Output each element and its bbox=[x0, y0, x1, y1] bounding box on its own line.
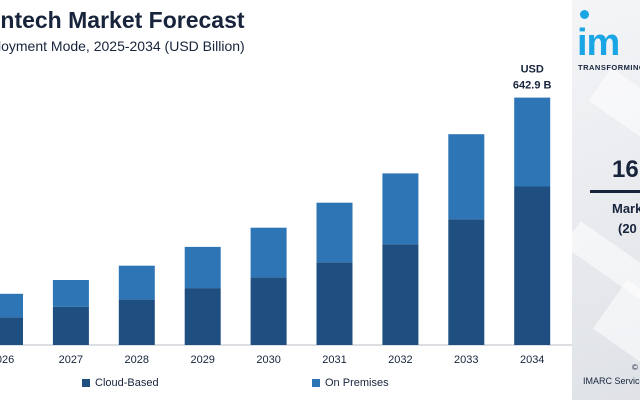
bar-segment-cloud-based-2033 bbox=[448, 219, 485, 345]
bar-segment-cloud-based-2031 bbox=[316, 262, 353, 345]
bar-segment-on-premises-2034 bbox=[514, 97, 551, 187]
legend-item-cloud-based: Cloud-Based bbox=[82, 376, 159, 390]
logo-dot-icon bbox=[580, 10, 589, 19]
brand-logo[interactable]: im TRANSFORMING bbox=[572, 0, 640, 80]
x-tick-label: 2033 bbox=[454, 354, 478, 366]
chart-title: intech Market Forecast bbox=[0, 7, 245, 33]
bar-segment-on-premises-026 bbox=[0, 293, 23, 318]
source-text: IMARC Service bbox=[583, 376, 640, 386]
background-facet bbox=[588, 67, 640, 153]
chart-panel: intech Market Forecast loyment Mode, 202… bbox=[0, 7, 572, 390]
x-tick-label: 2029 bbox=[190, 354, 214, 366]
bar-segment-cloud-based-2027 bbox=[52, 306, 89, 345]
bar-segment-on-premises-2030 bbox=[250, 227, 287, 278]
x-tick-label: 2028 bbox=[125, 354, 149, 366]
value-label-amount: 642.9 B bbox=[513, 80, 552, 92]
bar-segment-on-premises-2029 bbox=[184, 246, 221, 289]
stacked-bar-chart: 02620272028202920302031203220332034 USD … bbox=[0, 64, 572, 366]
value-label-currency: USD bbox=[521, 64, 544, 76]
bar-segment-cloud-based-2029 bbox=[184, 288, 221, 345]
info-side-panel: im TRANSFORMING 16 Mark (20 © IMARC Serv… bbox=[572, 0, 640, 400]
x-tick-label: 2031 bbox=[322, 354, 346, 366]
bar-segment-on-premises-2027 bbox=[52, 280, 89, 307]
divider bbox=[590, 190, 640, 193]
bar-segment-cloud-based-2032 bbox=[382, 244, 419, 345]
x-tick-label: 2034 bbox=[520, 354, 544, 366]
bar-segment-cloud-based-026 bbox=[0, 317, 23, 345]
bar-segment-on-premises-2028 bbox=[118, 265, 155, 300]
x-tick-label: 2032 bbox=[388, 354, 412, 366]
cagr-label: Mark bbox=[612, 201, 640, 216]
logo-text: im bbox=[577, 22, 620, 64]
bars-layer bbox=[0, 97, 551, 345]
legend-label-cloud-based: Cloud-Based bbox=[95, 377, 159, 389]
copyright-text: © bbox=[632, 363, 638, 372]
x-tick-label: 026 bbox=[0, 354, 14, 366]
bar-segment-on-premises-2031 bbox=[316, 202, 353, 263]
legend-swatch-on-premises bbox=[312, 379, 320, 387]
bar-segment-on-premises-2032 bbox=[382, 173, 419, 245]
legend-swatch-cloud-based bbox=[82, 379, 90, 387]
legend-item-on-premises: On Premises bbox=[312, 376, 389, 390]
bar-segment-on-premises-2033 bbox=[448, 134, 485, 220]
bar-segment-cloud-based-2028 bbox=[118, 299, 155, 345]
logo-tagline: TRANSFORMING bbox=[578, 63, 640, 72]
cagr-value: 16 bbox=[612, 156, 639, 183]
bar-segment-cloud-based-2034 bbox=[514, 186, 551, 345]
legend-label-on-premises: On Premises bbox=[325, 377, 389, 389]
x-tick-label: 2030 bbox=[256, 354, 280, 366]
x-tick-labels: 026 2027 2028 2029 2030 2031 2032 2033 2034 bbox=[0, 354, 544, 366]
x-tick-label: 2027 bbox=[59, 354, 83, 366]
bar-segment-cloud-based-2030 bbox=[250, 277, 287, 345]
cagr-period: (20 bbox=[618, 221, 637, 236]
chart-subtitle: loyment Mode, 2025-2034 (USD Billion) bbox=[0, 38, 245, 54]
